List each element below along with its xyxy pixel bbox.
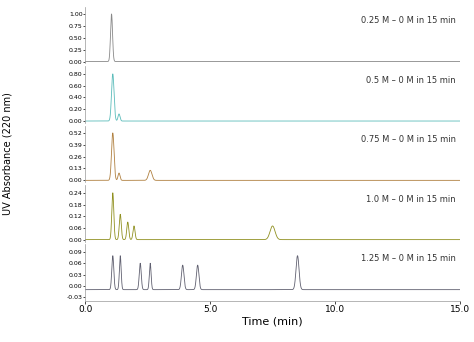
Text: 0.25 M – 0 M in 15 min: 0.25 M – 0 M in 15 min xyxy=(361,16,456,26)
Text: 0.5 M – 0 M in 15 min: 0.5 M – 0 M in 15 min xyxy=(366,76,456,85)
Text: 1.25 M – 0 M in 15 min: 1.25 M – 0 M in 15 min xyxy=(361,254,456,263)
Text: 0.75 M – 0 M in 15 min: 0.75 M – 0 M in 15 min xyxy=(361,135,456,144)
Text: UV Absorbance (220 nm): UV Absorbance (220 nm) xyxy=(2,92,12,215)
X-axis label: Time (min): Time (min) xyxy=(242,317,303,327)
Text: 1.0 M – 0 M in 15 min: 1.0 M – 0 M in 15 min xyxy=(366,195,456,203)
